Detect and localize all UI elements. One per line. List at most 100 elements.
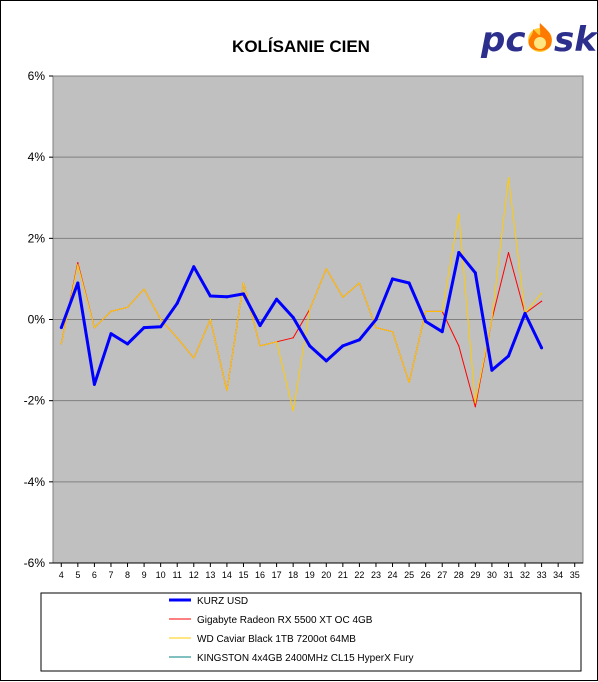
data-point bbox=[440, 330, 444, 334]
data-point bbox=[324, 359, 328, 363]
data-point bbox=[143, 288, 145, 290]
data-point bbox=[225, 295, 229, 299]
data-point bbox=[341, 344, 345, 348]
data-point bbox=[275, 341, 278, 343]
x-tick-label: 29 bbox=[470, 570, 480, 580]
data-point bbox=[424, 320, 428, 324]
data-point bbox=[374, 318, 378, 321]
chart-title: KOLÍSANIE CIEN bbox=[232, 37, 370, 56]
data-point bbox=[175, 301, 179, 305]
data-point bbox=[506, 354, 510, 358]
data-point bbox=[325, 268, 327, 270]
data-point bbox=[342, 296, 344, 298]
data-point bbox=[540, 300, 543, 302]
data-point bbox=[292, 337, 294, 339]
data-point bbox=[358, 282, 361, 284]
legend-label: Gigabyte Radeon RX 5500 XT OC 4GB bbox=[197, 615, 373, 626]
x-tick-label: 27 bbox=[437, 570, 447, 580]
data-point bbox=[458, 345, 460, 347]
x-tick-label: 20 bbox=[321, 570, 331, 580]
data-point bbox=[408, 381, 410, 384]
x-tick-label: 31 bbox=[503, 570, 513, 580]
data-point bbox=[540, 292, 543, 294]
x-tick-label: 17 bbox=[272, 570, 282, 580]
data-point bbox=[76, 281, 80, 285]
data-point bbox=[59, 326, 63, 330]
data-point bbox=[160, 318, 162, 321]
data-point bbox=[93, 327, 96, 329]
x-tick-label: 30 bbox=[487, 570, 497, 580]
data-point bbox=[109, 332, 113, 336]
data-point bbox=[126, 342, 130, 346]
x-tick-label: 26 bbox=[421, 570, 431, 580]
data-point bbox=[258, 324, 262, 328]
data-point bbox=[491, 318, 493, 321]
data-point bbox=[77, 264, 79, 266]
data-point bbox=[275, 297, 279, 301]
x-tick-label: 8 bbox=[125, 570, 130, 580]
y-tick-label: -2% bbox=[24, 394, 46, 408]
data-point bbox=[425, 310, 427, 312]
data-point bbox=[77, 262, 79, 264]
data-point bbox=[507, 176, 510, 179]
data-point bbox=[507, 251, 510, 254]
x-tick-label: 12 bbox=[189, 570, 199, 580]
x-tick-label: 13 bbox=[205, 570, 215, 580]
data-point bbox=[60, 343, 62, 345]
x-tick-label: 14 bbox=[222, 570, 232, 580]
x-tick-label: 24 bbox=[388, 570, 398, 580]
x-tick-label: 33 bbox=[537, 570, 547, 580]
legend-box bbox=[40, 592, 582, 672]
x-tick-label: 28 bbox=[454, 570, 464, 580]
x-tick-label: 32 bbox=[520, 570, 530, 580]
x-tick-label: 34 bbox=[553, 570, 563, 580]
y-tick-label: -6% bbox=[24, 556, 46, 570]
legend-label: WD Caviar Black 1TB 7200ot 64MB bbox=[197, 634, 356, 645]
x-tick-label: 22 bbox=[354, 570, 364, 580]
logo-flame-icon bbox=[528, 23, 552, 52]
data-point bbox=[291, 315, 295, 319]
x-tick-label: 7 bbox=[108, 570, 113, 580]
data-point bbox=[457, 251, 461, 255]
x-tick-label: 5 bbox=[75, 570, 80, 580]
logo-pc-text: pc bbox=[480, 20, 526, 60]
data-point bbox=[142, 326, 146, 330]
pcsk-logo: pc sk bbox=[480, 20, 598, 60]
data-point bbox=[458, 213, 460, 215]
data-point bbox=[407, 281, 411, 285]
data-point bbox=[176, 337, 178, 339]
data-point bbox=[110, 310, 112, 312]
data-point bbox=[226, 389, 228, 392]
x-tick-label: 9 bbox=[142, 570, 147, 580]
legend: KURZ USD Gigabyte Radeon RX 5500 XT OC 4G… bbox=[169, 596, 414, 664]
data-point bbox=[259, 345, 261, 347]
x-tick-label: 25 bbox=[404, 570, 414, 580]
data-point bbox=[292, 410, 294, 412]
x-tick-label: 19 bbox=[305, 570, 315, 580]
data-point bbox=[474, 406, 476, 408]
data-point bbox=[159, 325, 163, 329]
x-tick-label: 4 bbox=[59, 570, 64, 580]
x-tick-label: 10 bbox=[156, 570, 166, 580]
x-tick-label: 6 bbox=[92, 570, 97, 580]
data-point bbox=[92, 382, 96, 386]
data-point bbox=[375, 327, 377, 329]
series-lines bbox=[59, 176, 544, 412]
data-point bbox=[490, 368, 494, 372]
data-point bbox=[474, 402, 476, 404]
y-tick-label: 0% bbox=[28, 313, 46, 327]
data-point bbox=[241, 292, 245, 296]
data-point bbox=[192, 265, 196, 269]
legend-label: KINGSTON 4x4GB 2400MHz CL15 HyperX Fury bbox=[197, 653, 414, 664]
x-tick-label: 23 bbox=[371, 570, 381, 580]
x-tick-label: 21 bbox=[338, 570, 348, 580]
data-point bbox=[523, 311, 527, 315]
data-point bbox=[391, 331, 394, 333]
data-point bbox=[193, 357, 195, 359]
y-tick-label: -4% bbox=[24, 475, 46, 489]
y-tick-label: 2% bbox=[28, 231, 46, 245]
logo-sk-text: sk bbox=[554, 20, 598, 60]
data-point bbox=[208, 294, 212, 298]
